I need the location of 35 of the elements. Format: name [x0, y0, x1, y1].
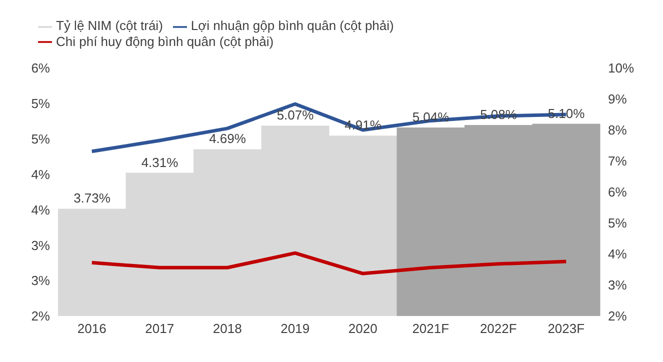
x-tick-label: 2020	[348, 321, 378, 336]
x-tick-label: 2017	[145, 321, 174, 336]
data-label: 3.73%	[74, 190, 111, 206]
legend-label: Lợi nhuận gộp bình quân (cột phải)	[190, 18, 394, 33]
y2-tick-label: 4%	[608, 246, 628, 262]
legend-label: Tỷ lệ NIM (cột trái)	[56, 18, 163, 33]
y2-tick-label: 10%	[608, 60, 634, 76]
y2-tick-label: 5%	[608, 216, 628, 231]
data-label: 4.69%	[209, 131, 246, 146]
x-tick-label: 2021F	[412, 321, 450, 336]
x-tick-label: 2019	[280, 321, 310, 336]
y-tick-label: 3%	[31, 273, 50, 288]
legend-label: Chi phí huy động bình quân (cột phải)	[56, 34, 274, 49]
y-tick-label: 4%	[31, 202, 50, 218]
y-tick-label: 5%	[31, 131, 50, 146]
data-label: 5.07%	[276, 108, 314, 123]
y-tick-label: 4%	[31, 166, 50, 182]
y-tick-label: 6%	[31, 60, 50, 76]
y2-tick-label: 2%	[608, 308, 628, 324]
data-label: 4.31%	[141, 154, 179, 170]
y2-tick-label: 9%	[608, 92, 628, 107]
y2-tick-label: 3%	[608, 278, 628, 293]
y-tick-label: 3%	[31, 238, 50, 253]
y2-tick-label: 8%	[608, 122, 628, 138]
y2-tick-label: 6%	[608, 184, 628, 200]
x-tick-label: 2023F	[548, 321, 585, 336]
y2-tick-label: 7%	[608, 154, 628, 169]
data-label: 5.10%	[548, 106, 586, 121]
data-label: 5.08%	[480, 107, 518, 122]
x-tick-label: 2018	[212, 321, 242, 336]
y-tick-label: 2%	[31, 308, 50, 324]
x-tick-label: 2022F	[480, 321, 517, 336]
x-tick-label: 2016	[77, 321, 106, 336]
y-tick-label: 5%	[31, 96, 50, 112]
line-series	[90, 251, 568, 276]
